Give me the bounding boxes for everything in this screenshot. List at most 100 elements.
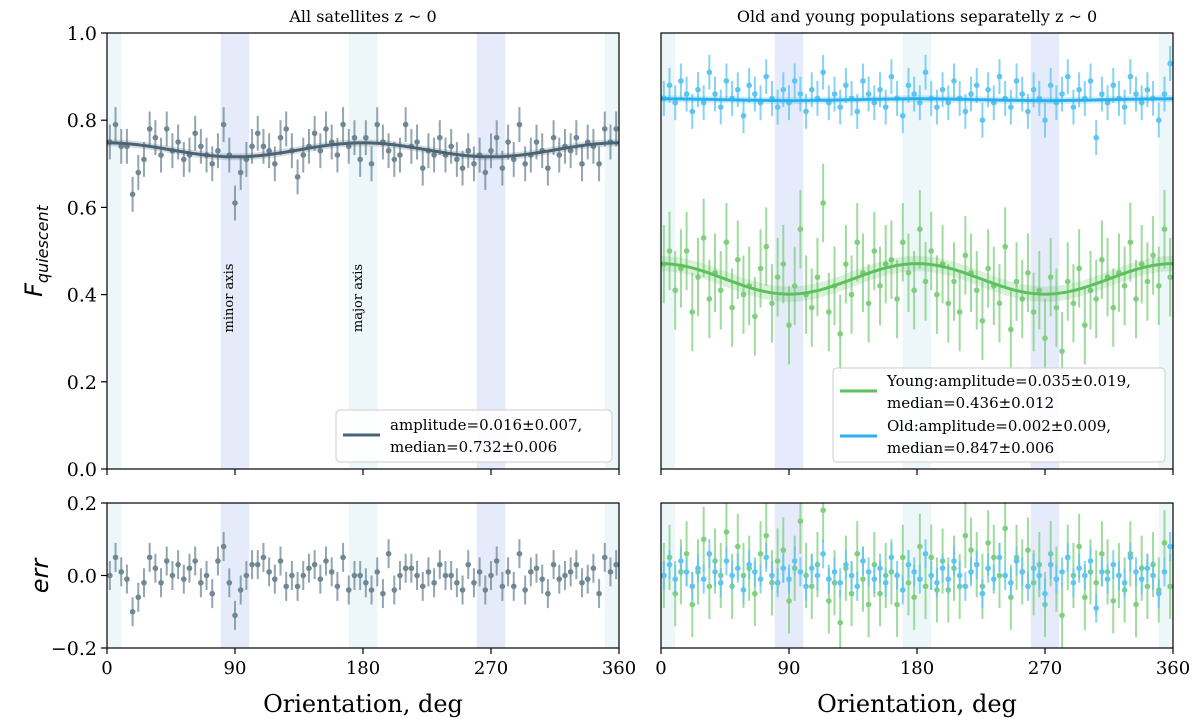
data-point	[780, 261, 787, 267]
data-point	[181, 156, 187, 163]
data-point	[973, 287, 980, 294]
data-point	[848, 291, 855, 298]
data-point	[459, 165, 466, 171]
data-point	[471, 579, 477, 586]
y-tick-label: 0.0	[67, 459, 97, 481]
data-point	[717, 104, 724, 110]
data-point	[700, 99, 707, 106]
fit-confidence-band	[107, 139, 619, 161]
data-point	[1138, 576, 1145, 582]
data-point	[1093, 134, 1099, 141]
data-point	[1064, 554, 1071, 561]
data-point	[735, 543, 741, 550]
data-point	[482, 169, 489, 176]
data-point	[1042, 590, 1048, 597]
series-all-satellites	[107, 107, 619, 221]
data-point	[357, 156, 363, 163]
ylabel-subscript: quiescent	[33, 204, 52, 283]
data-point	[791, 283, 798, 289]
data-point	[973, 82, 980, 89]
data-point	[499, 165, 506, 171]
data-point	[780, 565, 787, 572]
data-point	[780, 86, 787, 93]
top-left-ylabel: Fquiescent	[20, 204, 52, 297]
data-point	[510, 156, 517, 163]
data-point	[158, 579, 164, 586]
data-point	[357, 572, 363, 579]
data-point	[808, 583, 815, 590]
data-point	[363, 579, 369, 586]
data-point	[334, 152, 341, 158]
data-point	[985, 86, 991, 93]
data-point	[306, 565, 312, 572]
data-point	[1036, 572, 1043, 579]
data-point	[226, 579, 233, 586]
data-point	[700, 235, 707, 241]
legend-old-line1: Old:amplitude=0.002±0.009,	[887, 417, 1111, 435]
data-point	[1076, 543, 1082, 550]
plot-content	[661, 503, 1173, 648]
data-point	[192, 130, 198, 137]
y-tick-label: 0.0	[67, 566, 97, 588]
data-point	[979, 590, 986, 597]
data-point	[712, 569, 718, 575]
data-point	[1087, 78, 1094, 84]
major-axis-band	[107, 33, 122, 469]
data-point	[917, 226, 923, 232]
data-point	[1025, 583, 1031, 590]
data-point	[1161, 226, 1168, 232]
data-point	[311, 561, 318, 568]
data-point	[996, 554, 1003, 561]
data-point	[826, 576, 832, 582]
data-point	[1030, 565, 1037, 572]
data-point	[135, 594, 142, 601]
data-point	[414, 139, 420, 145]
major-axis-band	[1158, 33, 1173, 469]
data-point	[723, 558, 730, 564]
data-point	[391, 587, 398, 593]
data-point	[717, 579, 724, 586]
data-point	[1036, 287, 1043, 294]
data-point	[922, 550, 929, 557]
legend-all-line1: amplitude=0.016±0.007,	[390, 416, 582, 434]
data-point	[723, 78, 730, 84]
data-point	[425, 569, 432, 575]
data-point	[945, 576, 952, 582]
series-young	[661, 163, 1173, 391]
data-point	[700, 576, 707, 582]
data-point	[951, 278, 957, 285]
data-point	[1030, 309, 1037, 315]
data-point	[882, 579, 889, 586]
data-point	[510, 583, 517, 590]
data-point	[232, 200, 238, 206]
data-point	[871, 248, 878, 254]
top-right-title: Old and young populations separatelly z …	[737, 7, 1097, 26]
data-point	[723, 529, 730, 535]
data-point	[1025, 270, 1031, 276]
data-point	[1019, 569, 1026, 575]
data-point	[522, 587, 528, 593]
data-point	[911, 569, 917, 575]
data-point	[141, 579, 147, 586]
data-point	[848, 572, 855, 579]
x-tick-label: 360	[1156, 658, 1190, 679]
data-point	[317, 147, 324, 154]
data-point	[786, 322, 792, 328]
data-point	[146, 554, 153, 561]
data-point	[700, 536, 707, 543]
data-point	[368, 161, 375, 167]
data-point	[865, 601, 872, 608]
data-point	[1002, 572, 1008, 579]
data-point	[1047, 561, 1054, 568]
bottom-right-xlabel: Orientation, deg	[817, 690, 1017, 718]
data-point	[865, 569, 872, 575]
data-point	[661, 572, 667, 579]
data-point	[1064, 278, 1071, 285]
data-point	[689, 108, 696, 115]
data-point	[905, 579, 912, 586]
data-point	[175, 139, 181, 145]
data-point	[917, 99, 923, 106]
data-point	[769, 572, 775, 579]
data-point	[175, 561, 181, 568]
data-point	[763, 243, 770, 250]
